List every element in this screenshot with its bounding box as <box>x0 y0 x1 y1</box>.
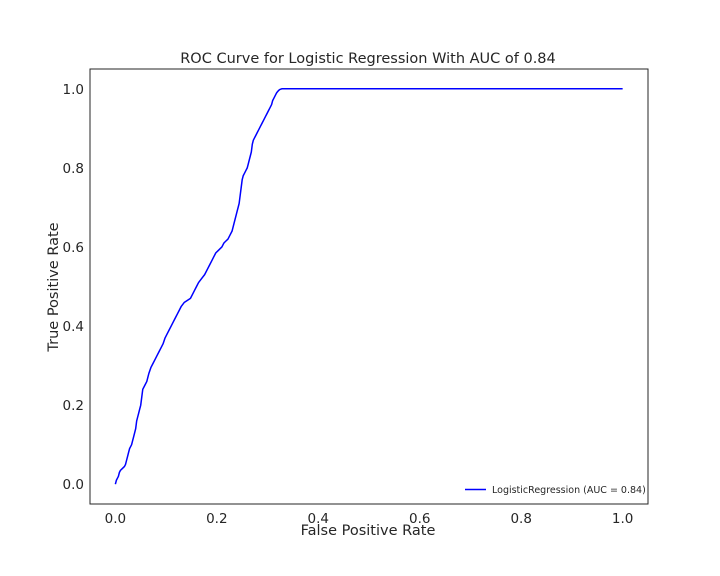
x-tick-label: 0.0 <box>105 511 126 527</box>
roc-curve-line <box>114 88 623 485</box>
plot-area <box>89 68 649 505</box>
y-axis-ticks: 0.0 0.2 0.4 0.6 0.8 1.0 <box>63 82 84 493</box>
y-tick-label: 0.2 <box>63 398 84 414</box>
x-tick-label: 1.0 <box>612 511 633 527</box>
legend-label: LogisticRegression (AUC = 0.84) <box>492 485 646 496</box>
y-tick-label: 0.0 <box>63 477 84 493</box>
x-tick-label: 0.8 <box>510 511 531 527</box>
x-axis-label: False Positive Rate <box>301 523 436 539</box>
y-tick-label: 1.0 <box>63 82 84 98</box>
y-tick-label: 0.8 <box>63 161 84 177</box>
chart-title: ROC Curve for Logistic Regression With A… <box>180 51 556 67</box>
y-tick-label: 0.6 <box>63 240 84 256</box>
y-tick-label: 0.4 <box>63 319 84 335</box>
x-tick-label: 0.4 <box>308 511 329 527</box>
x-axis-ticks: 0.0 0.2 0.4 0.6 0.8 1.0 <box>105 511 634 527</box>
legend: LogisticRegression (AUC = 0.84) <box>465 485 646 496</box>
x-tick-label: 0.2 <box>206 511 227 527</box>
y-axis-label: True Positive Rate <box>46 222 62 352</box>
x-tick-label: 0.6 <box>409 511 430 527</box>
